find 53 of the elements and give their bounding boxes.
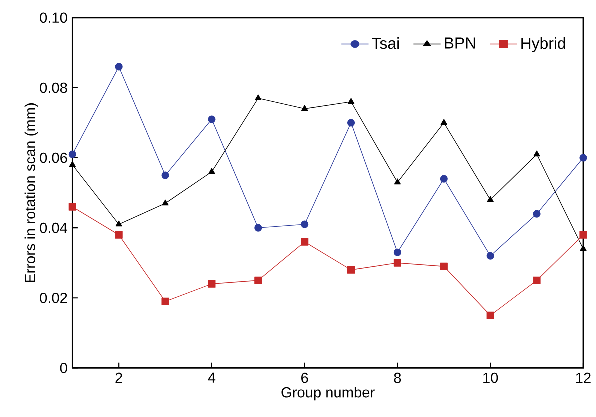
point xyxy=(162,172,170,180)
x-tick-label: 2 xyxy=(116,372,122,384)
point xyxy=(115,231,123,239)
point xyxy=(440,119,448,126)
legend-label: Hybrid xyxy=(522,38,566,52)
point xyxy=(440,175,448,183)
y-tick-label: 0.06 xyxy=(40,152,68,164)
point xyxy=(208,280,216,288)
point xyxy=(68,203,76,211)
point xyxy=(486,252,494,260)
legend-label: BPN xyxy=(445,38,476,49)
y-tick-label: 0.08 xyxy=(40,82,68,94)
point xyxy=(254,224,262,232)
point xyxy=(394,259,402,267)
point xyxy=(394,178,402,185)
point xyxy=(255,94,262,101)
y-tick-label: 0 xyxy=(60,363,68,374)
x-tick-label: 12 xyxy=(576,372,591,384)
point xyxy=(115,63,123,71)
point xyxy=(580,245,587,252)
point xyxy=(68,150,76,158)
x-tick-label: 6 xyxy=(302,372,308,384)
point xyxy=(302,105,308,112)
point xyxy=(348,98,355,104)
point xyxy=(208,168,216,174)
y-tick-label: 0.02 xyxy=(40,293,68,304)
y-axis-title: Errors in rotation scan (mm) xyxy=(24,104,38,282)
point xyxy=(162,200,169,206)
point xyxy=(162,298,170,306)
y-tick-label: 0.04 xyxy=(40,222,68,234)
x-tick-label: 4 xyxy=(208,372,216,383)
point xyxy=(208,116,216,124)
point xyxy=(254,276,262,284)
point xyxy=(534,150,540,157)
point xyxy=(487,196,494,202)
y-tick-label: 0.10 xyxy=(40,12,68,24)
point xyxy=(116,220,122,227)
point xyxy=(440,262,448,270)
point xyxy=(580,231,588,239)
x-tick-label: 8 xyxy=(394,372,402,384)
point xyxy=(69,161,76,168)
x-axis-title: Group number xyxy=(282,387,375,401)
point xyxy=(533,276,541,284)
point xyxy=(301,220,309,228)
legend-label: Tsai xyxy=(372,38,400,50)
point xyxy=(486,312,494,320)
x-tick-label: 10 xyxy=(484,372,498,384)
point xyxy=(533,210,541,218)
point xyxy=(347,266,356,274)
point xyxy=(580,154,588,162)
point xyxy=(347,119,356,127)
point xyxy=(301,238,309,246)
point xyxy=(394,248,402,256)
